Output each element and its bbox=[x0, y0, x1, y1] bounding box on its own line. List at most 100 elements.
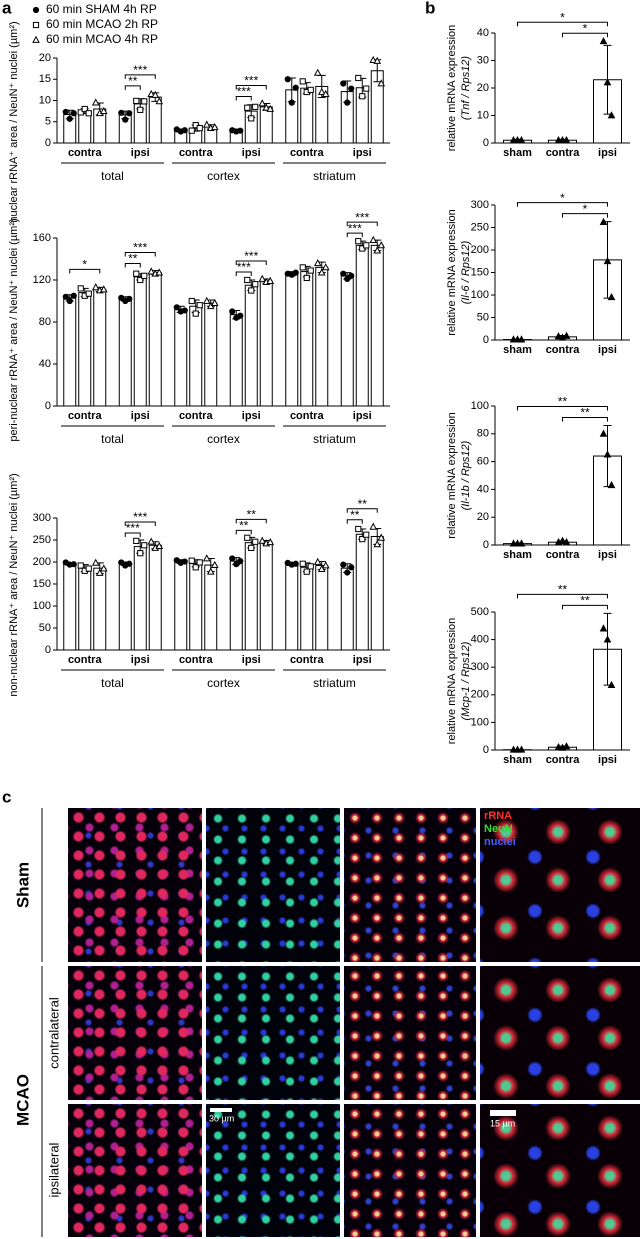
data-point bbox=[288, 99, 295, 106]
data-point bbox=[355, 525, 362, 533]
x-tick-label: sham bbox=[503, 549, 532, 561]
data-point bbox=[369, 522, 378, 530]
significance-label: * bbox=[82, 258, 87, 272]
data-point bbox=[348, 564, 355, 571]
significance-bracket bbox=[517, 202, 608, 207]
scale-bar bbox=[490, 1110, 516, 1116]
micrograph bbox=[480, 966, 640, 1100]
data-point bbox=[70, 110, 77, 117]
data-point bbox=[344, 275, 351, 283]
data-point bbox=[133, 270, 140, 277]
y-tick-label: 300 bbox=[33, 512, 51, 524]
channel-label: NeuN bbox=[484, 823, 513, 835]
x-tick-label: contra bbox=[68, 410, 103, 422]
y-tick-label: 0 bbox=[483, 744, 489, 756]
data-point bbox=[377, 241, 386, 249]
data-point bbox=[377, 533, 386, 541]
data-point bbox=[126, 295, 133, 302]
group-label: total bbox=[101, 676, 124, 690]
y-tick-label: 400 bbox=[471, 634, 489, 646]
significance-bracket bbox=[235, 95, 252, 101]
micrograph bbox=[344, 808, 476, 962]
data-point bbox=[348, 272, 355, 279]
micrograph bbox=[344, 1104, 476, 1237]
significance-bracket bbox=[517, 593, 608, 599]
bar bbox=[300, 566, 314, 651]
micrograph bbox=[480, 1104, 640, 1237]
y-tick-label: 250 bbox=[471, 221, 489, 233]
data-point bbox=[303, 274, 310, 281]
data-point bbox=[355, 238, 362, 245]
data-point bbox=[340, 270, 347, 277]
significance-label: ** bbox=[558, 583, 568, 597]
data-point bbox=[122, 116, 129, 123]
bar bbox=[93, 567, 107, 651]
significance-label: *** bbox=[237, 85, 251, 99]
bar bbox=[174, 561, 188, 651]
x-tick-label: contra bbox=[179, 147, 214, 159]
data-point bbox=[266, 537, 275, 546]
y-axis-label: (Tnf / Rps12) bbox=[460, 56, 472, 121]
data-point bbox=[607, 292, 616, 301]
data-point bbox=[91, 283, 100, 291]
channel-label: rRNA bbox=[484, 810, 512, 822]
x-tick-label: ipsi bbox=[131, 410, 150, 422]
data-point bbox=[562, 537, 571, 546]
x-tick-label: sham bbox=[503, 344, 532, 356]
data-point bbox=[126, 560, 133, 567]
data-point bbox=[151, 90, 160, 98]
data-point bbox=[373, 246, 382, 254]
x-tick-label: contra bbox=[179, 654, 214, 666]
significance-bracket bbox=[124, 85, 141, 90]
channel-label: nuclei bbox=[484, 836, 516, 848]
y-tick-label: 5 bbox=[45, 116, 51, 128]
data-point bbox=[554, 332, 563, 340]
bar bbox=[93, 288, 107, 407]
y-tick-label: 20 bbox=[477, 511, 489, 523]
bar bbox=[189, 305, 203, 407]
legend-label: 60 min MCAO 4h RP bbox=[46, 32, 158, 46]
legend-label: 60 min MCAO 2h RP bbox=[46, 17, 158, 31]
significance-bracket bbox=[235, 529, 252, 535]
y-tick-label: 20 bbox=[39, 52, 51, 64]
y-tick-label: 200 bbox=[471, 244, 489, 256]
data-point bbox=[206, 567, 215, 575]
significance-bracket bbox=[346, 508, 378, 513]
x-tick-label: contra bbox=[179, 410, 214, 422]
panel-label: b bbox=[425, 0, 435, 17]
bar bbox=[285, 563, 299, 651]
data-point bbox=[344, 569, 351, 576]
data-point bbox=[248, 287, 255, 294]
y-tick-label: 15 bbox=[39, 73, 51, 85]
x-tick-label: ipsi bbox=[131, 147, 150, 159]
bar bbox=[229, 560, 243, 651]
significance-label: *** bbox=[126, 521, 140, 535]
data-point bbox=[313, 557, 322, 565]
y-axis-label: non-nuclear rRNA⁺ area / NeuN⁺ nuclei (µ… bbox=[8, 473, 20, 696]
x-tick-label: ipsi bbox=[598, 549, 617, 561]
x-tick-label: contra bbox=[546, 754, 581, 766]
data-point bbox=[321, 263, 330, 271]
scale-bar bbox=[210, 1108, 232, 1112]
y-tick-label: 300 bbox=[471, 661, 489, 673]
data-point bbox=[173, 304, 180, 311]
data-point bbox=[363, 242, 370, 249]
x-tick-label: contra bbox=[68, 147, 103, 159]
legend-label: 60 min SHAM 4h RP bbox=[46, 2, 157, 16]
group-label: cortex bbox=[207, 169, 240, 183]
data-point bbox=[141, 542, 148, 549]
y-tick-label: 40 bbox=[477, 483, 489, 495]
data-point bbox=[210, 560, 219, 568]
data-point bbox=[99, 106, 108, 115]
data-point bbox=[599, 36, 608, 45]
data-point bbox=[517, 539, 526, 547]
y-tick-label: 100 bbox=[471, 400, 489, 412]
significance-bracket bbox=[235, 518, 267, 524]
data-point bbox=[237, 312, 244, 319]
panel-label: a bbox=[2, 0, 12, 17]
data-point bbox=[70, 561, 77, 568]
data-point bbox=[188, 127, 195, 134]
data-point bbox=[373, 540, 382, 548]
y-tick-label: 500 bbox=[471, 606, 489, 618]
data-point bbox=[229, 308, 236, 315]
